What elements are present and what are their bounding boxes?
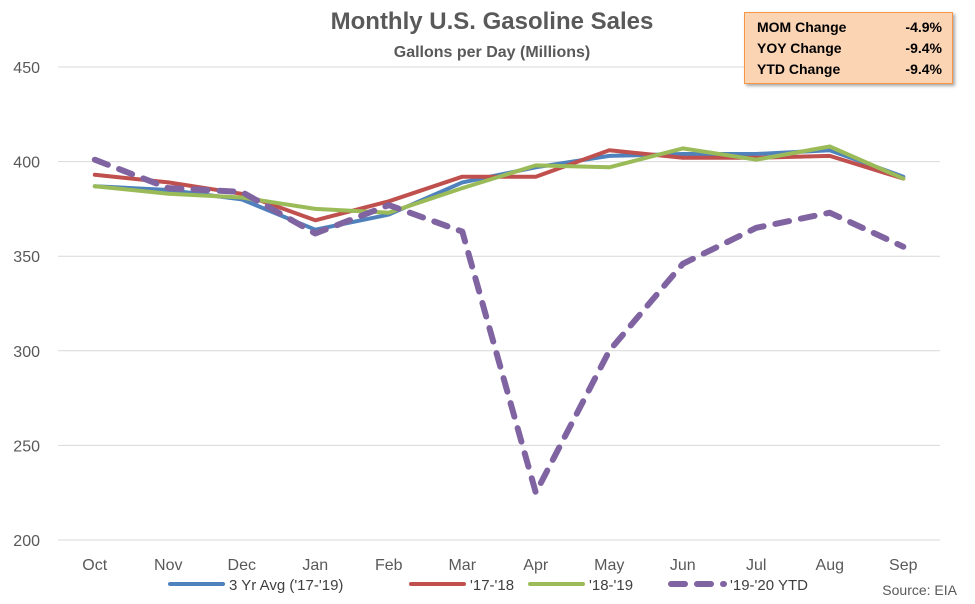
- gridlines: [58, 66, 940, 541]
- x-tick-label: Nov: [154, 557, 182, 574]
- legend-label: '17-'18: [470, 577, 514, 594]
- chart-subtitle: Gallons per Day (Millions): [394, 44, 590, 61]
- source-note: Source: EIA: [882, 582, 957, 598]
- series-lines: [91, 144, 907, 496]
- y-tick-label: 400: [13, 155, 40, 172]
- stat-row-mom: MOM Change -4.9%: [757, 17, 942, 38]
- x-tick-label: Feb: [375, 557, 403, 574]
- chart-title: Monthly U.S. Gasoline Sales: [331, 8, 654, 35]
- legend-label: '19-'20 YTD: [730, 577, 808, 594]
- stat-value: -9.4%: [905, 61, 942, 77]
- stat-row-yoy: YOY Change -9.4%: [757, 38, 942, 59]
- x-tick-label: Jan: [302, 557, 328, 574]
- y-tick-label: 300: [13, 344, 40, 361]
- stat-value: -9.4%: [905, 40, 942, 56]
- stat-label: YOY Change: [757, 40, 842, 56]
- stat-value: -4.9%: [905, 19, 942, 35]
- x-tick-label: Dec: [228, 557, 256, 574]
- stat-label: YTD Change: [757, 61, 841, 77]
- legend-label: '18-'19: [589, 577, 633, 594]
- y-tick-label: 200: [13, 533, 40, 550]
- x-tick-label: Oct: [82, 557, 107, 574]
- series-line: [92, 144, 906, 215]
- y-tick-label: 450: [13, 60, 40, 77]
- x-axis-ticks: Oct Nov Dec Jan Feb Mar Apr May Jun Jul Aug Sep: [82, 557, 917, 574]
- stat-row-ytd: YTD Change -9.4%: [757, 59, 942, 80]
- x-tick-label: Mar: [448, 557, 476, 574]
- series-line: [91, 156, 907, 496]
- x-tick-label: Jul: [746, 557, 766, 574]
- stat-label: MOM Change: [757, 19, 847, 35]
- y-tick-label: 350: [13, 249, 40, 266]
- stats-box: MOM Change -4.9% YOY Change -9.4% YTD Ch…: [744, 12, 953, 84]
- y-axis-ticks: 200 250 300 350 400 450: [13, 60, 40, 550]
- legend-label: 3 Yr Avg ('17-'19): [229, 577, 343, 594]
- series-line: [92, 148, 906, 223]
- x-tick-label: Apr: [523, 557, 549, 574]
- x-tick-label: May: [594, 557, 624, 574]
- x-tick-label: Sep: [889, 557, 918, 574]
- y-tick-label: 250: [13, 438, 40, 455]
- x-tick-label: Aug: [816, 557, 844, 574]
- legend: 3 Yr Avg ('17-'19) '17-'18 '18-'19 '19-'20 …: [168, 577, 808, 594]
- x-tick-label: Jun: [670, 557, 696, 574]
